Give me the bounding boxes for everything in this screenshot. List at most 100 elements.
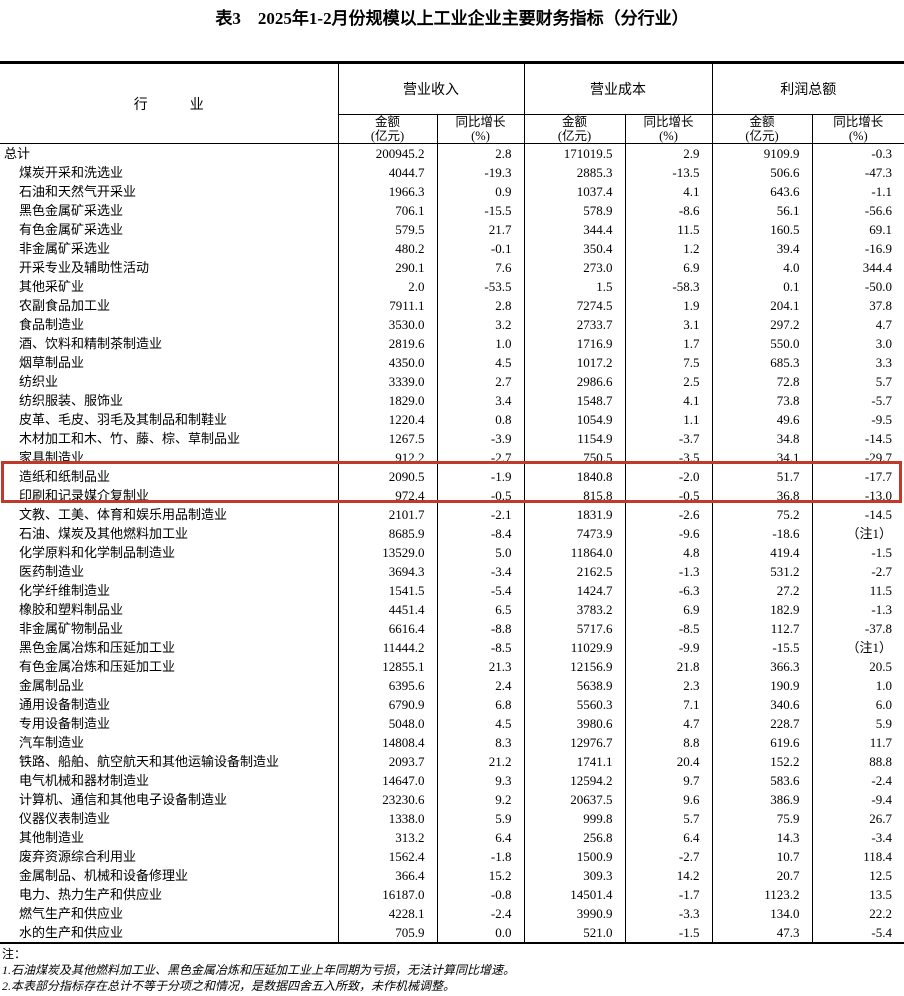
industry-name: 专用设备制造业 (19, 716, 111, 731)
industry-name: 文教、工美、体育和娱乐用品制造业 (19, 507, 228, 522)
financial-indicators-table: 行 业 营业收入 营业成本 利润总额 金额 (亿元) 同比增长 (%) 金额 (… (0, 61, 904, 944)
table-row: 金属制品业 6395.6 2.4 5638.9 2.3 190.9 1.0 (0, 676, 904, 695)
industry-name: 纺织服装、服饰业 (19, 393, 124, 408)
cost-growth: 4.1 (624, 391, 712, 410)
cost-amount: 3783.2 (523, 600, 625, 619)
cost-growth: 7.1 (624, 695, 712, 714)
cost-amount: 1500.9 (523, 847, 625, 866)
industry-name: 酒、饮料和精制茶制造业 (19, 336, 163, 351)
table-row: 造纸和纸制品业 2090.5 -1.9 1840.8 -2.0 51.7 -17… (0, 467, 904, 486)
industry-name: 有色金属冶炼和压延加工业 (19, 659, 176, 674)
table-row: 开采专业及辅助性活动 290.1 7.6 273.0 6.9 4.0 344.4 (0, 258, 904, 277)
table-row: 橡胶和塑料制品业 4451.4 6.5 3783.2 6.9 182.9 -1.… (0, 600, 904, 619)
table-row: 农副食品加工业 7911.1 2.8 7274.5 1.9 204.1 37.8 (0, 296, 904, 315)
revenue-amount: 8685.9 (337, 524, 437, 543)
industry-name: 家具制造业 (19, 450, 85, 465)
revenue-amount: 6790.9 (337, 695, 437, 714)
cost-growth-header: 同比增长 (%) (624, 114, 712, 144)
note-1: 1.石油煤炭及其他燃料加工业、黑色金属冶炼和压延加工业上年同期为亏损，无法计算同… (2, 963, 516, 977)
amount-label: 金额 (374, 115, 400, 129)
profit-amount: 34.8 (711, 429, 812, 448)
profit-amount: 619.6 (711, 733, 812, 752)
cost-amount: 14501.4 (523, 885, 625, 904)
profit-growth: -9.4 (811, 790, 904, 809)
profit-amount: 204.1 (711, 296, 812, 315)
revenue-amount: 13529.0 (337, 543, 437, 562)
industry-name: 铁路、船舶、航空航天和其他运输设备制造业 (19, 754, 280, 769)
cost-amount: 521.0 (523, 923, 625, 943)
profit-growth-header: 同比增长 (%) (811, 114, 904, 144)
cost-amount: 344.4 (523, 220, 625, 239)
profit-growth: 5.9 (811, 714, 904, 733)
footnotes: 注： 1.石油煤炭及其他燃料加工业、黑色金属冶炼和压延加工业上年同期为亏损，无法… (0, 944, 904, 994)
revenue-amount: 1966.3 (337, 182, 437, 201)
table-row: 黑色金属矿采选业 706.1 -15.5 578.9 -8.6 56.1 -56… (0, 201, 904, 220)
industry-name: 橡胶和塑料制品业 (19, 602, 124, 617)
revenue-growth: -2.1 (436, 505, 524, 524)
industry-name: 化学纤维制造业 (19, 583, 111, 598)
revenue-amount: 4044.7 (337, 163, 437, 182)
profit-growth: -2.4 (811, 771, 904, 790)
cost-growth: 21.8 (624, 657, 712, 676)
profit-growth: -14.5 (811, 505, 904, 524)
profit-growth: 26.7 (811, 809, 904, 828)
table-row: 仪器仪表制造业 1338.0 5.9 999.8 5.7 75.9 26.7 (0, 809, 904, 828)
cost-amount: 7473.9 (523, 524, 625, 543)
cost-growth: 5.7 (624, 809, 712, 828)
revenue-amount: 5048.0 (337, 714, 437, 733)
revenue-growth: 0.9 (436, 182, 524, 201)
cost-growth: 1.9 (624, 296, 712, 315)
industry-name: 其他采矿业 (19, 279, 85, 294)
profit-growth: -56.6 (811, 201, 904, 220)
industry-name: 医药制造业 (19, 564, 85, 579)
revenue-growth: 5.9 (436, 809, 524, 828)
cost-amount: 750.5 (523, 448, 625, 467)
industry-name: 通用设备制造业 (19, 697, 111, 712)
profit-amount: 0.1 (711, 277, 812, 296)
profit-growth: 344.4 (811, 258, 904, 277)
cost-growth: -1.3 (624, 562, 712, 581)
profit-growth: 13.5 (811, 885, 904, 904)
profit-amount: 419.4 (711, 543, 812, 562)
profit-amount-header: 金额 (亿元) (711, 114, 812, 144)
revenue-amount: 972.4 (337, 486, 437, 505)
cost-growth: 2.9 (624, 143, 712, 163)
revenue-amount: 480.2 (337, 239, 437, 258)
industry-name: 印刷和记录媒介复制业 (19, 488, 150, 503)
cost-growth: -2.6 (624, 505, 712, 524)
cost-growth: 6.9 (624, 600, 712, 619)
revenue-growth: -8.5 (436, 638, 524, 657)
industry-name: 石油和天然气开采业 (19, 184, 137, 199)
revenue-amount: 705.9 (337, 923, 437, 943)
revenue-amount: 313.2 (337, 828, 437, 847)
profit-amount: 386.9 (711, 790, 812, 809)
revenue-amount: 366.4 (337, 866, 437, 885)
page-title: 表3 2025年1-2月份规模以上工业企业主要财务指标（分行业） (215, 9, 689, 28)
revenue-growth: -3.9 (436, 429, 524, 448)
cost-amount: 350.4 (523, 239, 625, 258)
profit-growth: -47.3 (811, 163, 904, 182)
revenue-growth: 3.4 (436, 391, 524, 410)
revenue-growth: 5.0 (436, 543, 524, 562)
industry-name: 计算机、通信和其他电子设备制造业 (19, 792, 228, 807)
cost-amount: 3980.6 (523, 714, 625, 733)
profit-growth: -14.5 (811, 429, 904, 448)
revenue-amount: 7911.1 (337, 296, 437, 315)
revenue-amount: 4228.1 (337, 904, 437, 923)
revenue-amount: 6395.6 (337, 676, 437, 695)
revenue-growth: -3.4 (436, 562, 524, 581)
table-row: 纺织服装、服饰业 1829.0 3.4 1548.7 4.1 73.8 -5.7 (0, 391, 904, 410)
profit-amount: -18.6 (711, 524, 812, 543)
table-row: 煤炭开采和洗选业 4044.7 -19.3 2885.3 -13.5 506.6… (0, 163, 904, 182)
cost-amount: 256.8 (523, 828, 625, 847)
cost-amount: 1840.8 (523, 467, 625, 486)
table-row: 烟草制品业 4350.0 4.5 1017.2 7.5 685.3 3.3 (0, 353, 904, 372)
industry-name: 纺织业 (19, 374, 59, 389)
industry-name: 废弃资源综合利用业 (19, 849, 137, 864)
profit-amount: 39.4 (711, 239, 812, 258)
cost-growth: 11.5 (624, 220, 712, 239)
profit-growth: -2.7 (811, 562, 904, 581)
cost-growth: 4.8 (624, 543, 712, 562)
profit-amount: 75.9 (711, 809, 812, 828)
cost-growth: -2.7 (624, 847, 712, 866)
